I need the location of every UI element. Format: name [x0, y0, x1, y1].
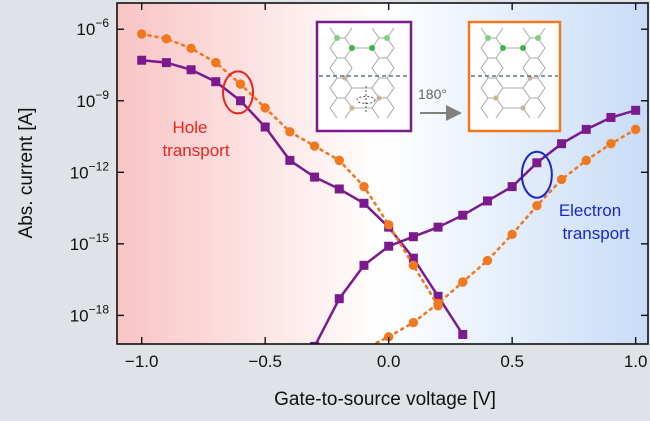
data-point: [606, 138, 616, 149]
y-tick-label: 10−12: [70, 159, 110, 182]
data-point: [532, 200, 542, 211]
data-point: [433, 291, 443, 301]
data-point: [359, 260, 369, 270]
annotations: Hole transport Electron transport: [162, 70, 630, 243]
data-point: [556, 174, 567, 185]
data-point: [334, 155, 344, 166]
data-point: [458, 277, 468, 287]
data-point: [630, 124, 641, 135]
data-point: [433, 222, 443, 232]
data-point: [334, 184, 344, 194]
inset-left-lattice: [329, 27, 395, 119]
series-4: [359, 124, 641, 353]
data-point: [458, 329, 468, 339]
series-3: [136, 29, 443, 311]
data-point: [507, 229, 517, 240]
data-point: [161, 58, 171, 68]
hole-highlight-ellipse: [222, 70, 255, 115]
data-point: [557, 139, 567, 149]
y-axis-label: Abs. current [A]: [16, 108, 37, 239]
data-point: [482, 255, 493, 266]
data-point: [383, 220, 394, 230]
data-point: [211, 57, 221, 68]
plot-frame: [116, 2, 649, 345]
y-tick-label: 10−15: [70, 231, 110, 254]
data-point: [285, 155, 295, 165]
inset-structures: 180°: [315, 20, 562, 133]
series-line: [370, 128, 638, 344]
data-point: [408, 260, 419, 271]
data-point: [260, 103, 270, 113]
data-point: [532, 158, 542, 168]
data-point: [359, 344, 368, 353]
hole-annotation-line1: Hole: [173, 118, 208, 137]
electron-annotation-line2: transport: [562, 224, 629, 243]
data-point: [581, 124, 591, 134]
x-tick-label: 0.5: [500, 352, 524, 371]
inset-left-atoms: [334, 35, 390, 111]
data-point: [285, 127, 295, 137]
inset-right-atoms: [485, 35, 541, 111]
data-point: [408, 253, 418, 263]
data-point: [458, 210, 468, 220]
data-point: [606, 112, 616, 122]
electron-highlight-ellipse: [520, 150, 553, 199]
y-axis: 10−6 10−9 10−12 10−15 10−18: [70, 16, 648, 325]
data-point: [384, 241, 394, 251]
data-point: [359, 181, 369, 192]
data-point: [235, 79, 246, 89]
electron-annotation-line1: Electron: [559, 201, 621, 220]
x-tick-label: −1.0: [125, 352, 159, 371]
data-point: [433, 298, 443, 309]
data-point: [186, 43, 196, 54]
data-point: [186, 65, 196, 75]
x-axis: −1.0 −0.5 0.0 0.5 1.0: [125, 3, 648, 371]
hole-annotation-line2: transport: [162, 141, 229, 160]
series-layer: [136, 29, 641, 353]
data-point: [631, 105, 641, 115]
data-point: [482, 196, 492, 206]
y-tick-label: 10−9: [76, 88, 109, 111]
y-tick-label: 10−6: [76, 16, 109, 39]
data-point: [260, 122, 270, 132]
series-1: [137, 55, 468, 339]
y-tick-label: 10−18: [70, 302, 110, 325]
rotation-axis-icon: [356, 96, 376, 104]
x-axis-label: Gate-to-source voltage [V]: [274, 389, 496, 410]
rotation-label: 180°: [418, 86, 447, 102]
data-point: [310, 172, 320, 182]
x-tick-label: 0.0: [377, 352, 401, 371]
data-point: [309, 141, 320, 151]
data-point: [359, 198, 369, 208]
data-point: [136, 29, 147, 39]
data-point: [161, 34, 172, 44]
x-tick-label: −0.5: [248, 352, 282, 371]
inset-right-lattice: [480, 27, 546, 119]
data-point: [211, 77, 221, 87]
data-point: [137, 55, 147, 65]
series-2: [310, 105, 641, 344]
data-point: [408, 232, 418, 242]
data-point: [235, 96, 245, 106]
data-point: [507, 182, 517, 192]
x-tick-label: 1.0: [624, 352, 648, 371]
data-point: [383, 332, 394, 342]
data-point: [408, 317, 419, 328]
data-point: [334, 294, 344, 304]
data-point: [310, 341, 320, 344]
data-point: [581, 155, 591, 166]
